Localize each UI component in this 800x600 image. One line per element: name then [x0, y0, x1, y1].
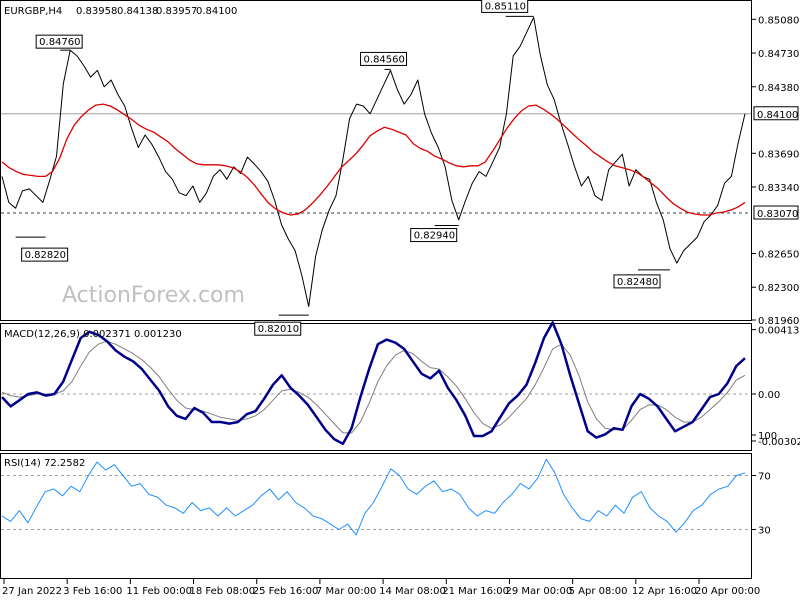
x-axis-label: 29 Mar 00:00	[505, 586, 572, 597]
price-axis-label: 0.84380	[758, 83, 799, 94]
price-axis-label: 0.81960	[758, 316, 799, 327]
header-ohlc: EURGBP,H4 0.83958 0.84138 0.83957 0.8410…	[4, 6, 237, 17]
x-axis-label: 27 Jan 2022	[2, 586, 62, 597]
price-axis-label: 0.82300	[758, 283, 799, 294]
x-axis-label: 21 Mar 16:00	[442, 586, 509, 597]
ohlc-open: 0.83958	[76, 6, 117, 17]
price-axis-label: 0.83070	[757, 209, 798, 220]
symbol-label: EURGBP,H4	[4, 6, 62, 17]
price-layer: 0.84760 0.82820 0.82010 0.84560 0.82940 0.851…	[1, 0, 751, 336]
annotation-label: 0.85110	[485, 1, 526, 12]
annotation-box	[481, 0, 529, 13]
axis-price-box	[753, 106, 799, 121]
x-axis-label: 12 Apr 16:00	[632, 586, 697, 597]
rsi-panel-frame	[0, 453, 752, 579]
price-series-line	[1, 16, 746, 307]
price-annotation: 0.82010	[254, 314, 309, 336]
annotation-box	[35, 34, 83, 49]
price-annotation: 0.82480	[613, 269, 671, 289]
ohlc-close: 0.84100	[196, 6, 237, 17]
watermark: ActionForex.com	[62, 283, 245, 308]
axis-price-box	[753, 205, 799, 220]
price-axis-label: 0.85080	[758, 15, 799, 26]
annotation-label: 0.84560	[364, 54, 405, 65]
x-axis-label: 11 Feb 00:00	[126, 586, 192, 597]
price-annotation: 0.85110	[481, 0, 534, 17]
annotation-box	[254, 321, 302, 336]
annotation-box	[360, 51, 408, 66]
macd-label: MACD(12,26,9) 0.002371 0.001230	[4, 329, 182, 340]
price-annotation: 0.82820	[15, 236, 69, 262]
macd-line	[1, 321, 746, 446]
x-axis-label: 14 Mar 08:00	[379, 586, 446, 597]
price-axis-label: 0.83340	[758, 183, 799, 194]
price-annotation: 0.84560	[360, 51, 408, 70]
price-axis-label: 0.84730	[758, 49, 799, 60]
x-axis-label: 5 Apr 08:00	[569, 586, 628, 597]
price-panel-frame	[0, 0, 752, 321]
macd-axis-label: -0.00302	[758, 437, 800, 448]
moving-average-line	[1, 103, 746, 216]
rsi-label: RSI(14) 72.2582	[4, 458, 85, 469]
annotation-box	[613, 274, 661, 289]
rsi-axis-label: 70	[758, 472, 771, 483]
price-axis-label: 0.82650	[758, 250, 799, 261]
annotation-label: 0.82480	[617, 277, 658, 288]
annotation-label: 0.82010	[258, 324, 299, 335]
x-axis-label: 25 Feb 16:00	[253, 586, 319, 597]
annotation-label: 0.82940	[414, 231, 455, 242]
x-axis-label: 20 Apr 00:00	[695, 586, 760, 597]
rsi-layer	[1, 458, 751, 536]
macd-layer	[1, 321, 751, 446]
annotation-box	[21, 247, 69, 262]
rsi-axis-label: 100	[758, 431, 777, 442]
price-axis-label: 0.84100	[757, 110, 798, 121]
price-annotation: 0.82940	[410, 225, 459, 243]
rsi-axis-label: 30	[758, 526, 771, 537]
x-axis-label: 7 Mar 00:00	[316, 586, 376, 597]
annotation-label: 0.82820	[25, 250, 66, 261]
price-annotation: 0.84760	[35, 34, 83, 51]
annotation-label: 0.84760	[39, 37, 80, 48]
x-axis-label: 18 Feb 08:00	[190, 586, 256, 597]
axis-layer: 0.85080 0.84730 0.84380 0.84100 0.83690 0.833…	[751, 15, 800, 537]
macd-axis-label: 0.004138	[758, 326, 800, 337]
rsi-line	[1, 458, 746, 536]
price-axis-label: 0.83690	[758, 149, 799, 160]
annotation-box	[410, 228, 458, 243]
x-axis-label: 3 Feb 16:00	[63, 586, 122, 597]
ohlc-low: 0.83957	[156, 6, 197, 17]
macd-axis-label: 0.00	[758, 390, 780, 401]
ohlc-high: 0.84138	[117, 6, 158, 17]
